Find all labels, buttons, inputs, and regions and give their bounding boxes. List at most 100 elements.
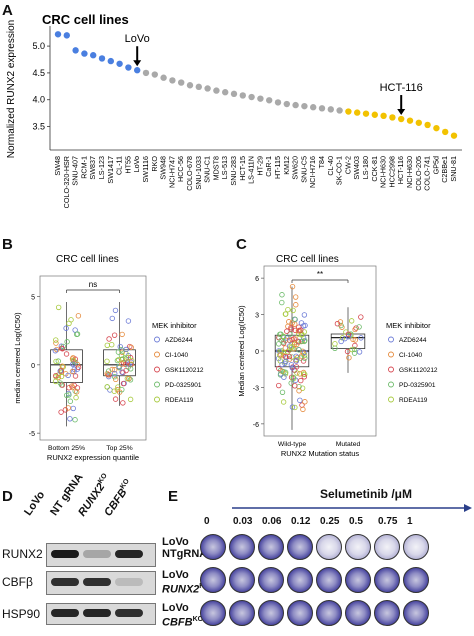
b-point <box>104 358 110 365</box>
panel-a-xtick-label: C2BBe1 <box>440 156 449 183</box>
panel-e-row-line1: LoVo <box>162 602 189 614</box>
b-point <box>112 370 118 377</box>
panel-a-point <box>90 52 97 59</box>
panel-e-well-row <box>200 600 429 626</box>
b-point <box>69 383 75 389</box>
panel-a-point <box>292 101 299 109</box>
panel-a-point <box>354 109 361 116</box>
b-point <box>67 398 74 404</box>
b-legend-marker <box>154 336 160 343</box>
b-point <box>111 388 118 394</box>
panel-e-row-line2: CBFBKO <box>162 614 203 629</box>
c-point <box>292 316 298 322</box>
b-legend-marker <box>154 351 160 358</box>
b-point <box>66 392 72 398</box>
panel-a-xtick-label: SNU-283 <box>229 156 238 186</box>
b-point <box>120 356 126 362</box>
b-point <box>72 417 78 423</box>
c-point <box>288 362 295 368</box>
b-point <box>106 372 112 378</box>
c-legend-label: CI-1040 <box>399 352 423 359</box>
panel-d-lane-name: LoVo <box>22 489 48 518</box>
panel-a-point <box>230 90 238 98</box>
b-point <box>111 374 118 380</box>
panel-a-xtick-label: HCT-15 <box>238 156 247 181</box>
panel-a-xtick-label: LS-123 <box>97 156 106 179</box>
b-point <box>63 325 69 331</box>
b-point <box>113 376 119 383</box>
panel-a-point <box>54 31 62 38</box>
c-legend-marker <box>388 381 394 388</box>
panel-d-band <box>51 578 79 586</box>
c-point <box>288 324 294 331</box>
panel-a-point <box>283 100 290 108</box>
panel-e-well <box>258 567 284 593</box>
c-point <box>294 370 300 376</box>
panel-a-point <box>107 57 115 65</box>
b-point <box>109 341 115 348</box>
c-point <box>334 321 341 327</box>
b-point <box>118 352 125 359</box>
b-point <box>107 387 113 393</box>
panel-e-dose-label: 1 <box>407 516 413 527</box>
panel-a-xtick-label: CL-40 <box>326 156 335 176</box>
b-point <box>104 384 110 390</box>
c-point <box>295 328 302 334</box>
panel-a-xtick-label: SW620 <box>291 156 300 180</box>
panel-b-label: B <box>2 236 13 253</box>
panel-d-row-label: HSP90 <box>2 607 41 621</box>
panel-e-well <box>258 600 284 626</box>
panel-a-xtick-label: SNU-407 <box>71 156 80 186</box>
panel-a-point <box>433 124 440 132</box>
panel-e-row-gene: CBFB <box>162 616 193 629</box>
b-point <box>72 327 78 333</box>
panel-d-band <box>115 550 143 558</box>
panel-e-row-label: LoVo CBFBKO <box>162 602 203 629</box>
panel-a-xtick-label: NCI-H716 <box>308 156 317 188</box>
b-point <box>116 364 122 370</box>
panel-a-xtick-label: CCK-81 <box>370 156 379 182</box>
c-ylabel: Median centered Log(IC50) <box>237 305 246 397</box>
c-point <box>287 331 293 337</box>
b-point <box>69 368 76 375</box>
c-legend-label: RDEA119 <box>399 397 428 404</box>
c-point <box>350 336 356 343</box>
b-xtick-label: Top 25% <box>106 445 132 452</box>
b-point <box>117 344 123 350</box>
c-point <box>297 397 303 404</box>
c-point <box>283 358 289 364</box>
panel-e-well <box>316 567 342 593</box>
b-point <box>65 405 71 411</box>
panel-e-well <box>403 534 429 560</box>
c-point <box>288 343 294 350</box>
b-point <box>63 392 70 398</box>
c-point <box>346 354 352 361</box>
c-point <box>292 294 299 300</box>
c-point <box>293 302 299 308</box>
c-xlabel: RUNX2 Mutation status <box>281 449 360 458</box>
panel-a-point <box>266 97 273 104</box>
c-point <box>353 325 359 331</box>
c-point <box>352 326 358 333</box>
panel-a-point <box>204 85 211 92</box>
b-box <box>50 349 83 384</box>
panel-e-well <box>345 534 371 560</box>
panel-a-xtick-label: HCC-56 <box>176 156 185 182</box>
panel-a-xtick-label: LoVo <box>132 156 141 172</box>
b-point <box>115 356 122 363</box>
panel-a-xtick-label: HT-115 <box>273 156 282 179</box>
c-point <box>358 314 364 320</box>
panel-e-well <box>287 600 313 626</box>
panel-a-point <box>213 87 220 94</box>
c-point <box>292 383 298 389</box>
panel-e-well <box>229 600 255 626</box>
panel-a-point <box>380 112 387 120</box>
b-legend-label: RDEA119 <box>165 397 194 404</box>
panel-e-treatment-label: Selumetinib /μM <box>320 487 413 501</box>
b-point <box>127 354 134 361</box>
b-point <box>122 356 129 362</box>
panel-a-xtick-label: SNU-81 <box>449 156 458 182</box>
panel-a-ytick-label: 5.0 <box>32 41 45 51</box>
panel-e-arrow-head <box>464 504 472 512</box>
panel-a-point <box>442 128 449 136</box>
